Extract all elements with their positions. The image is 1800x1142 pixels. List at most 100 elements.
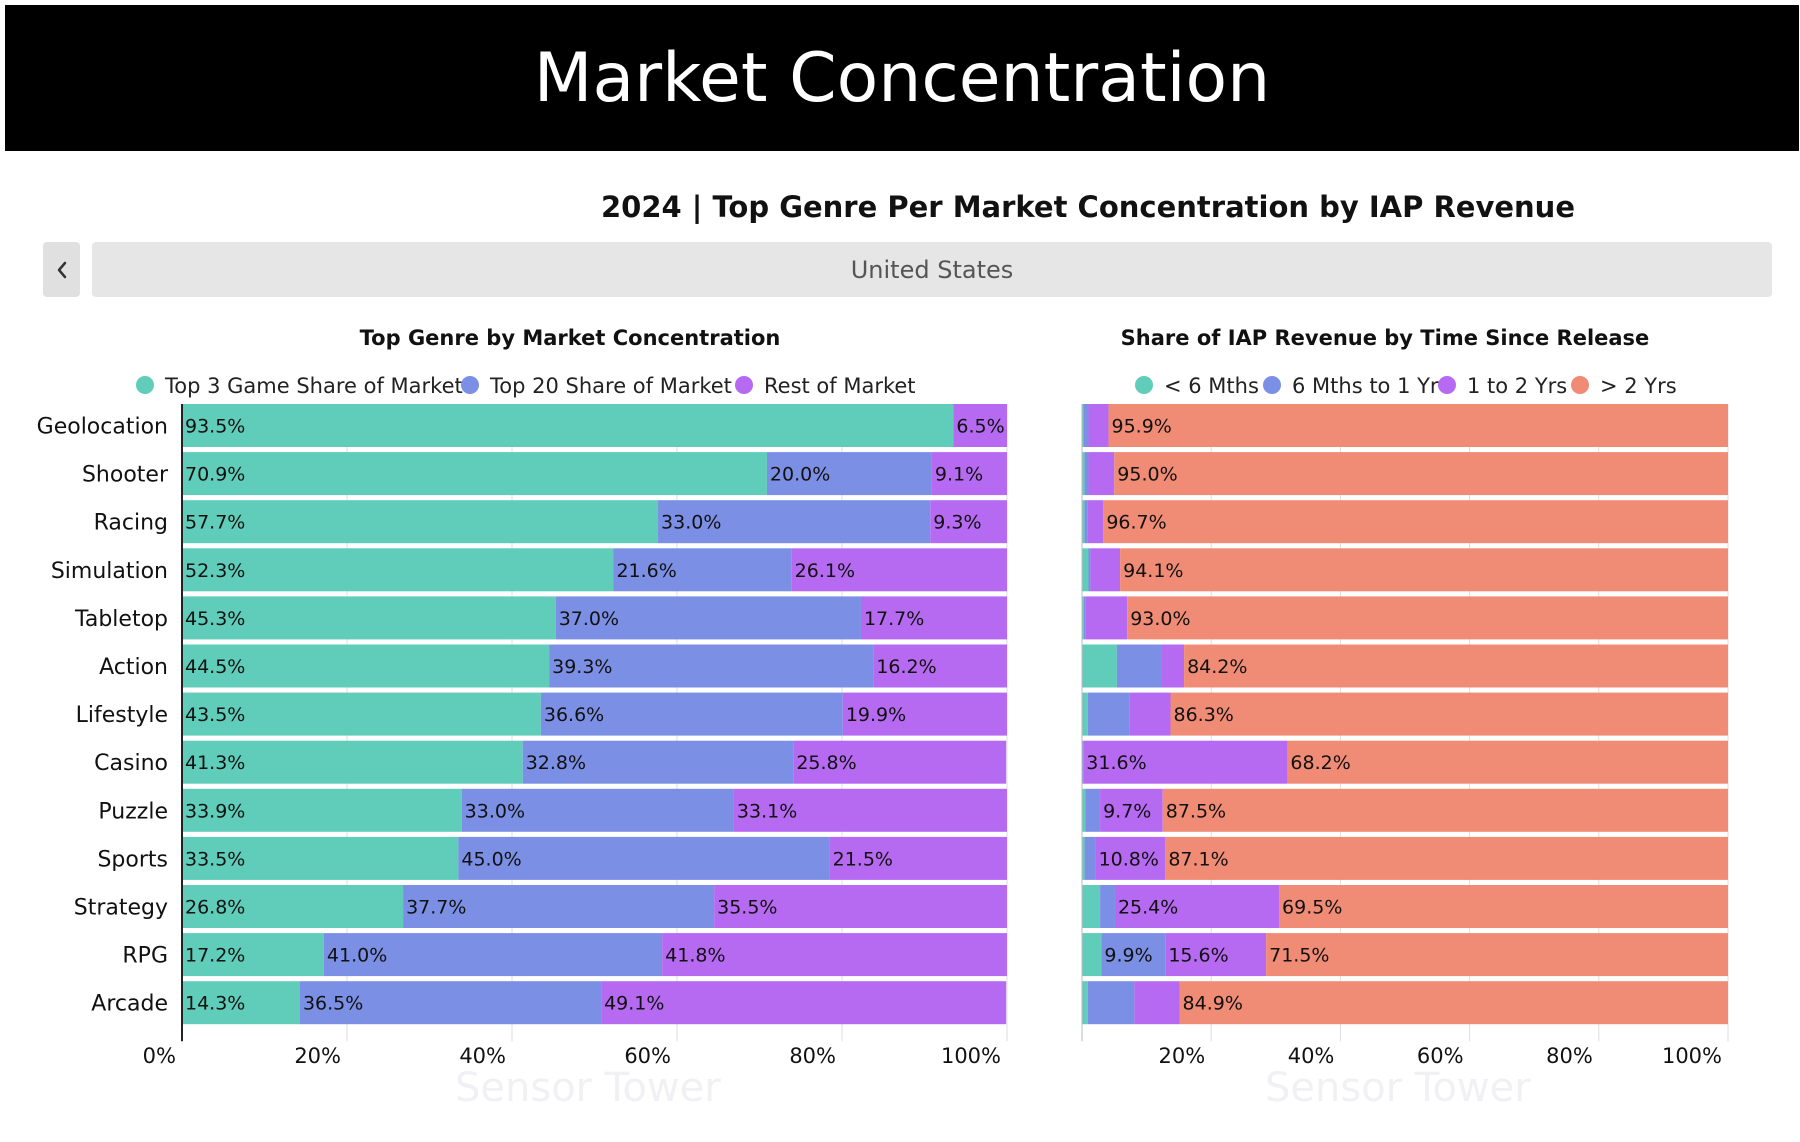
bar-1-2-3 bbox=[1103, 500, 1728, 544]
data-label-1-11-1: 9.9% bbox=[1104, 945, 1152, 967]
category-label-12: Arcade bbox=[91, 992, 168, 1017]
bar-1-2-2 bbox=[1087, 500, 1104, 544]
watermark-right: Sensor Tower bbox=[1265, 1065, 1531, 1111]
bar-0-7-0 bbox=[182, 740, 523, 784]
data-label-0-4-0: 45.3% bbox=[185, 608, 245, 630]
data-label-1-7-3: 68.2% bbox=[1290, 752, 1350, 774]
data-label-1-1-3: 95.0% bbox=[1117, 464, 1177, 486]
data-label-0-12-0: 14.3% bbox=[185, 993, 245, 1015]
data-label-0-9-0: 33.5% bbox=[185, 848, 245, 870]
data-label-0-12-2: 49.1% bbox=[604, 993, 664, 1015]
tick-label-0-1: 20% bbox=[294, 1044, 341, 1068]
category-label-4: Tabletop bbox=[74, 607, 168, 632]
bar-0-8-1 bbox=[461, 788, 734, 832]
category-label-9: Sports bbox=[97, 847, 168, 872]
bar-0-11-0 bbox=[182, 933, 324, 977]
bar-0-1-1 bbox=[766, 452, 932, 496]
data-label-0-5-2: 16.2% bbox=[876, 656, 936, 678]
panel-title-0: Top Genre by Market Concentration bbox=[360, 326, 781, 350]
data-label-1-5-3: 84.2% bbox=[1187, 656, 1247, 678]
bar-0-12-0 bbox=[182, 981, 300, 1025]
data-label-0-1-2: 9.1% bbox=[935, 464, 983, 486]
bar-1-12-1 bbox=[1087, 981, 1135, 1025]
legend-marker-0-1 bbox=[461, 376, 479, 394]
data-label-0-6-2: 19.9% bbox=[846, 704, 906, 726]
bar-1-7-1 bbox=[1082, 740, 1084, 784]
data-label-0-4-2: 17.7% bbox=[864, 608, 924, 630]
bar-0-11-1 bbox=[323, 933, 663, 977]
data-label-0-7-2: 25.8% bbox=[796, 752, 856, 774]
tick-label-1-2: 60% bbox=[1417, 1044, 1464, 1068]
tick-label-1-4: 100% bbox=[1662, 1044, 1722, 1068]
data-label-0-5-1: 39.3% bbox=[552, 656, 612, 678]
region-tab[interactable]: United States bbox=[92, 242, 1772, 297]
bar-0-0-2 bbox=[953, 404, 1007, 447]
data-label-0-3-2: 26.1% bbox=[795, 560, 855, 582]
bar-1-7-3 bbox=[1287, 740, 1728, 784]
legend-marker-1-0 bbox=[1135, 376, 1153, 394]
bar-0-1-2 bbox=[931, 452, 1007, 496]
bar-1-9-2 bbox=[1095, 836, 1166, 880]
bar-1-4-0 bbox=[1082, 596, 1084, 640]
bar-1-0-0 bbox=[1082, 404, 1084, 447]
bar-1-11-3 bbox=[1266, 933, 1728, 977]
bar-1-0-3 bbox=[1108, 404, 1728, 447]
bar-1-10-3 bbox=[1279, 885, 1728, 928]
bar-0-8-2 bbox=[733, 788, 1007, 832]
tick-label-0-3: 60% bbox=[624, 1044, 671, 1068]
category-label-10: Strategy bbox=[74, 896, 168, 921]
data-label-0-5-0: 44.5% bbox=[185, 656, 245, 678]
bar-1-8-2 bbox=[1100, 788, 1163, 832]
bar-1-0-1 bbox=[1083, 404, 1089, 447]
legend-label-1-3: > 2 Yrs bbox=[1600, 374, 1677, 398]
panel-title-1: Share of IAP Revenue by Time Since Relea… bbox=[1121, 326, 1650, 350]
data-label-1-10-2: 25.4% bbox=[1118, 897, 1178, 919]
bar-0-2-2 bbox=[930, 500, 1007, 544]
data-label-1-11-3: 71.5% bbox=[1269, 945, 1329, 967]
bar-1-12-2 bbox=[1134, 981, 1180, 1025]
bar-1-6-1 bbox=[1087, 692, 1130, 736]
data-label-1-12-3: 84.9% bbox=[1183, 993, 1243, 1015]
chevron-left-icon bbox=[57, 261, 66, 278]
data-label-0-9-1: 45.0% bbox=[461, 848, 521, 870]
data-label-0-7-1: 32.8% bbox=[526, 752, 586, 774]
category-label-1: Shooter bbox=[82, 463, 169, 488]
data-label-1-0-3: 95.9% bbox=[1111, 416, 1171, 438]
data-label-0-11-2: 41.8% bbox=[665, 945, 725, 967]
bar-1-5-0 bbox=[1082, 644, 1117, 688]
data-label-0-7-0: 41.3% bbox=[185, 752, 245, 774]
bar-1-8-1 bbox=[1085, 788, 1101, 832]
bar-0-6-1 bbox=[540, 692, 843, 736]
data-label-0-2-2: 9.3% bbox=[933, 512, 981, 534]
bar-1-0-2 bbox=[1088, 404, 1109, 447]
data-label-1-9-3: 87.1% bbox=[1168, 848, 1228, 870]
bar-1-3-1 bbox=[1088, 548, 1091, 592]
bar-0-4-1 bbox=[555, 596, 861, 640]
back-button[interactable] bbox=[43, 242, 80, 297]
tick-label-0-4: 80% bbox=[789, 1044, 836, 1068]
data-label-1-9-2: 10.8% bbox=[1099, 848, 1159, 870]
bar-1-5-3 bbox=[1184, 644, 1728, 688]
data-label-1-4-3: 93.0% bbox=[1130, 608, 1190, 630]
data-label-0-12-1: 36.5% bbox=[303, 993, 363, 1015]
category-label-0: Geolocation bbox=[37, 415, 168, 440]
tick-label-0-5: 100% bbox=[941, 1044, 1001, 1068]
bar-1-9-1 bbox=[1084, 836, 1096, 880]
data-label-0-3-0: 52.3% bbox=[185, 560, 245, 582]
bar-1-4-1 bbox=[1083, 596, 1086, 640]
bar-1-1-3 bbox=[1114, 452, 1728, 496]
data-label-1-6-3: 86.3% bbox=[1174, 704, 1234, 726]
bar-0-4-0 bbox=[182, 596, 556, 640]
bar-0-12-2 bbox=[601, 981, 1007, 1025]
bar-0-9-2 bbox=[829, 836, 1007, 880]
bar-0-5-0 bbox=[182, 644, 550, 688]
category-label-3: Simulation bbox=[51, 559, 168, 584]
legend-marker-0-0 bbox=[136, 376, 154, 394]
data-label-0-9-2: 21.5% bbox=[833, 848, 893, 870]
data-label-0-1-1: 20.0% bbox=[770, 464, 830, 486]
bar-1-1-0 bbox=[1082, 452, 1085, 496]
bar-1-5-1 bbox=[1116, 644, 1162, 688]
data-label-0-3-1: 21.6% bbox=[616, 560, 676, 582]
bar-0-4-2 bbox=[860, 596, 1007, 640]
bar-0-7-2 bbox=[793, 740, 1007, 784]
